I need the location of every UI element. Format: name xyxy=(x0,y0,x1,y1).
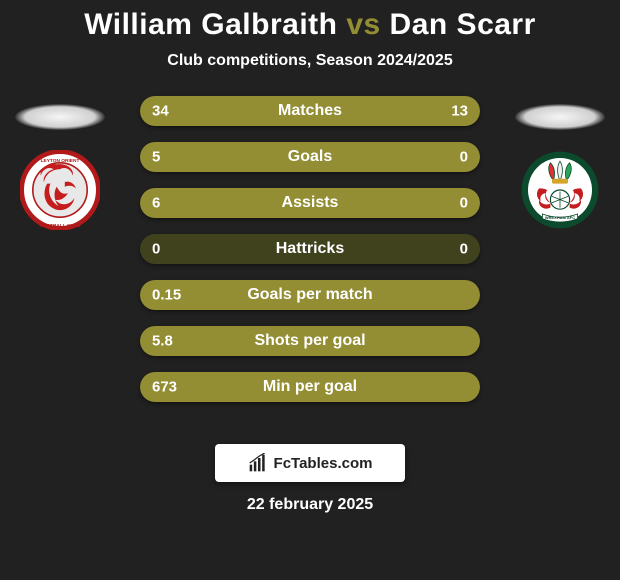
stat-label: Shots per goal xyxy=(140,332,480,350)
stat-row: 0.15Goals per match xyxy=(140,280,480,310)
stat-value-right: 0 xyxy=(460,195,468,212)
club-right-crest: WREXHAM AFC xyxy=(520,150,600,230)
stat-row: 5.8Shots per goal xyxy=(140,326,480,356)
title-vs: vs xyxy=(346,8,380,41)
stat-bars: 34Matches135Goals06Assists00Hattricks00.… xyxy=(140,96,480,418)
stat-row: 34Matches13 xyxy=(140,96,480,126)
stat-value-right: 0 xyxy=(460,241,468,258)
stat-row: 5Goals0 xyxy=(140,142,480,172)
svg-text:FOOTBALL CLUB: FOOTBALL CLUB xyxy=(40,223,81,229)
stat-value-right: 0 xyxy=(460,149,468,166)
stat-label: Goals per match xyxy=(140,286,480,304)
left-player-panel: LEYTON ORIENT FOOTBALL CLUB xyxy=(0,96,120,426)
stat-value-right: 13 xyxy=(451,103,468,120)
player1-name: William Galbraith xyxy=(84,8,337,41)
stat-row: 6Assists0 xyxy=(140,188,480,218)
player2-silhouette xyxy=(515,104,605,130)
wrexham-crest-icon: WREXHAM AFC xyxy=(520,146,600,234)
brand-chart-icon xyxy=(248,453,268,473)
leyton-orient-crest-icon: LEYTON ORIENT FOOTBALL CLUB xyxy=(20,150,100,230)
brand-text: FcTables.com xyxy=(274,455,373,472)
stat-label: Assists xyxy=(140,194,480,212)
stat-label: Hattricks xyxy=(140,240,480,258)
stat-row: 673Min per goal xyxy=(140,372,480,402)
svg-text:LEYTON ORIENT: LEYTON ORIENT xyxy=(41,158,80,164)
chart-area: LEYTON ORIENT FOOTBALL CLUB xyxy=(0,96,620,426)
player2-name: Dan Scarr xyxy=(390,8,536,41)
brand-badge: FcTables.com xyxy=(215,444,405,482)
svg-text:WREXHAM AFC: WREXHAM AFC xyxy=(545,215,575,220)
stat-label: Goals xyxy=(140,148,480,166)
comparison-title: William Galbraith vs Dan Scarr xyxy=(0,8,620,42)
right-player-panel: WREXHAM AFC xyxy=(500,96,620,426)
date-line: 22 february 2025 xyxy=(0,496,620,514)
player1-silhouette xyxy=(15,104,105,130)
stat-label: Min per goal xyxy=(140,378,480,396)
stat-row: 0Hattricks0 xyxy=(140,234,480,264)
stat-label: Matches xyxy=(140,102,480,120)
club-left-crest: LEYTON ORIENT FOOTBALL CLUB xyxy=(20,150,100,230)
subtitle: Club competitions, Season 2024/2025 xyxy=(0,52,620,70)
